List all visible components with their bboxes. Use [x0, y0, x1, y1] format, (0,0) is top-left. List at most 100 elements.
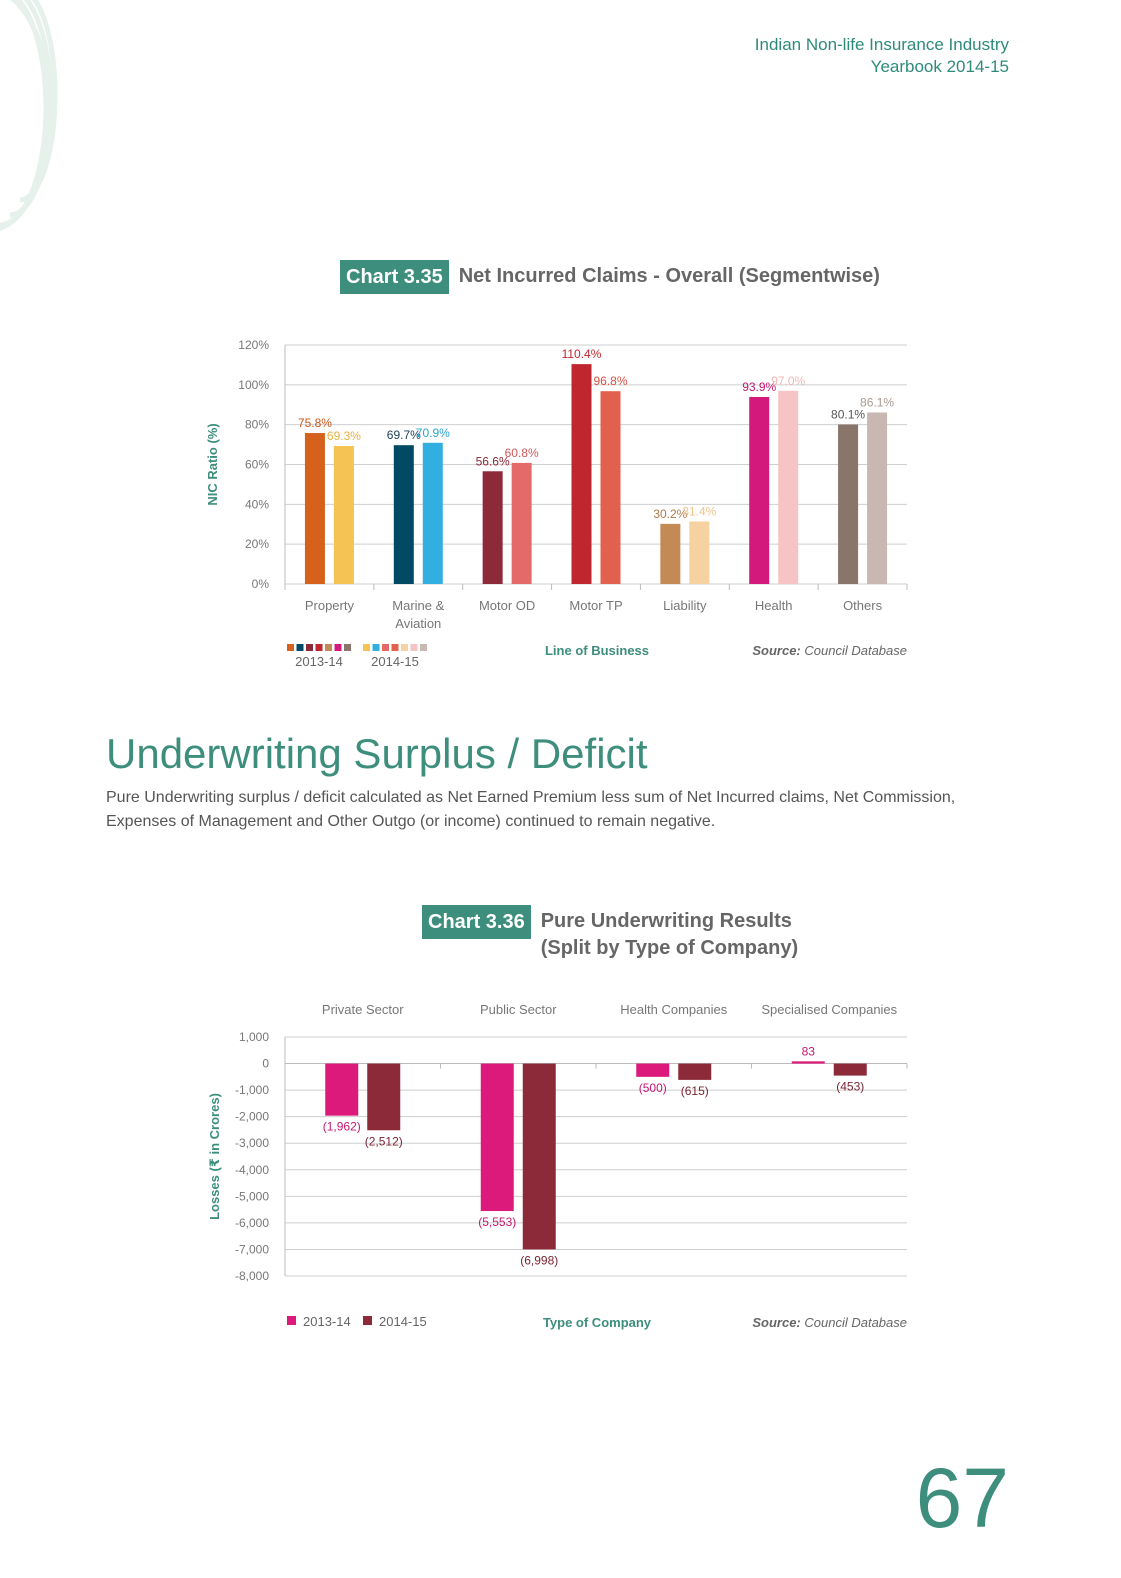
y-tick-label: -2,000 [235, 1110, 269, 1124]
chart1-heading: Chart 3.35 Net Incurred Claims - Overall… [340, 260, 880, 294]
bar-2013-14 [838, 424, 859, 584]
data-label-2013-14: 56.6% [476, 454, 510, 468]
section-body: Pure Underwriting surplus / deficit calc… [106, 789, 956, 830]
category-label: Marine & [392, 598, 444, 613]
data-label-2013-14: (1,962) [323, 1120, 361, 1134]
legend-label-2014-15: 2014-15 [371, 654, 419, 669]
bar-2013-14 [749, 396, 770, 584]
y-tick-label: -6,000 [235, 1216, 269, 1230]
category-label: Health Companies [620, 1002, 727, 1017]
source-note: Source: Council Database [752, 643, 907, 658]
legend-swatch-2014-15 [401, 644, 408, 651]
chart2-title-line-2: (Split by Type of Company) [540, 937, 799, 959]
legend-swatch-2014-15 [391, 644, 399, 651]
bar-2013-14 [393, 445, 414, 584]
data-label-2013-14: (500) [639, 1081, 667, 1095]
bar-2014-15 [422, 442, 443, 584]
y-tick-label: -5,000 [235, 1189, 269, 1203]
legend-swatch-2013-14 [287, 644, 294, 651]
y-tick-label: 100% [238, 378, 269, 392]
header-line-2: Yearbook 2014-15 [870, 57, 1009, 76]
chart1-title-text: Net Incurred Claims - Overall (Segmentwi… [458, 265, 880, 287]
legend-swatch-2013-14 [296, 644, 304, 651]
bar-2013-14 [482, 471, 503, 584]
y-tick-label: 0% [252, 577, 270, 591]
legend-swatch-2013-14 [287, 1316, 296, 1325]
bar-2013-14 [660, 523, 681, 584]
legend-label-2014-15: 2014-15 [379, 1314, 427, 1329]
y-tick-label: 60% [245, 458, 269, 472]
data-label-2014-15: (6,998) [520, 1253, 558, 1267]
data-label-2014-15: 70.9% [416, 426, 450, 440]
legend-swatch-2014-15 [372, 644, 380, 651]
data-label-2014-15: 31.4% [682, 504, 716, 518]
bar-2013-14 [791, 1061, 825, 1064]
bar-2014-15 [367, 1063, 401, 1131]
data-label-2013-14: 110.4% [562, 347, 602, 361]
data-label-2014-15: 96.8% [593, 374, 627, 388]
data-label-2014-15: (2,512) [365, 1134, 403, 1148]
category-label: Public Sector [480, 1002, 557, 1017]
data-label-2013-14: 30.2% [653, 507, 687, 521]
bar-2014-15 [689, 521, 710, 584]
legend-swatch-2013-14 [344, 644, 351, 651]
y-tick-label: -7,000 [235, 1242, 269, 1256]
data-label-2013-14: (5,553) [478, 1215, 516, 1229]
page-number: 67 [915, 1451, 1009, 1545]
bar-2013-14 [636, 1063, 670, 1077]
source-note: Source: Council Database [752, 1315, 907, 1330]
bar-2014-15 [522, 1063, 556, 1250]
y-tick-label: 40% [245, 497, 269, 511]
legend-swatch-2014-15 [363, 644, 370, 651]
category-label: Others [843, 598, 883, 613]
y-tick-label: -4,000 [235, 1163, 269, 1177]
section-title: Underwriting Surplus / Deficit [106, 730, 648, 777]
bar-2013-14 [571, 364, 592, 584]
data-label-2013-14: 93.9% [742, 380, 776, 394]
decorative-arcs [0, 0, 58, 231]
y-tick-label: -1,000 [235, 1083, 269, 1097]
chart1-badge: Chart 3.35 [340, 260, 449, 294]
data-label-2014-15: 86.1% [860, 396, 894, 410]
data-label-2014-15: 69.3% [327, 429, 361, 443]
category-label: Property [305, 598, 355, 613]
data-label-2013-14: 80.1% [831, 407, 865, 421]
bar-2013-14 [304, 433, 325, 584]
y-tick-label: 20% [245, 537, 269, 551]
running-header: Indian Non-life Insurance Industry Yearb… [755, 34, 1009, 78]
y-axis-title: NIC Ratio (%) [205, 423, 220, 505]
header-line-1: Indian Non-life Insurance Industry [754, 35, 1009, 54]
y-tick-label: 120% [238, 338, 269, 352]
chart2-heading: Chart 3.36 Pure Underwriting Results (Sp… [422, 905, 798, 962]
legend-swatch-2014-15 [420, 644, 427, 651]
chart2-title: Pure Underwriting Results (Split by Type… [541, 908, 798, 962]
category-label: Motor TP [569, 598, 622, 613]
legend-swatch-2014-15 [410, 644, 418, 651]
legend-swatch-2013-14 [325, 644, 332, 651]
data-label-2013-14: 69.7% [387, 428, 421, 442]
category-label: Health [755, 598, 793, 613]
y-tick-label: 1,000 [239, 1030, 269, 1044]
data-label-2014-15: 97.0% [771, 374, 805, 388]
category-label: Motor OD [479, 598, 535, 613]
category-label: Aviation [395, 616, 441, 631]
legend-swatch-2014-15 [363, 1316, 372, 1325]
bar-2014-15 [678, 1063, 712, 1080]
data-label-2014-15: (615) [681, 1084, 709, 1098]
legend-swatch-2013-14 [306, 644, 313, 651]
bar-2013-14 [480, 1063, 514, 1212]
bar-2014-15 [511, 462, 532, 584]
legend-label-2013-14: 2013-14 [303, 1314, 351, 1329]
chart1-net-incurred-claims: 0% 20% 40% 60% 80% 100% 120% 75.8%69.3% Property… [205, 338, 908, 669]
chart2-pure-underwriting-results: 1,000 0 -1,000 -2,000 -3,000 -4,000 -5,000 -6,0… [207, 1002, 908, 1330]
bar-2014-15 [778, 390, 799, 584]
bar-2014-15 [867, 412, 888, 584]
category-label: Private Sector [322, 1002, 404, 1017]
bar-2013-14 [325, 1063, 359, 1116]
chart2-title-line-1: Pure Underwriting Results [540, 910, 792, 932]
y-axis-title: Losses (₹ in Crores) [207, 1093, 222, 1220]
legend-swatch-2013-14 [315, 644, 323, 651]
data-label-2014-15: 60.8% [505, 446, 539, 460]
x-axis-title: Line of Business [545, 643, 649, 658]
y-tick-label: -3,000 [235, 1136, 269, 1150]
